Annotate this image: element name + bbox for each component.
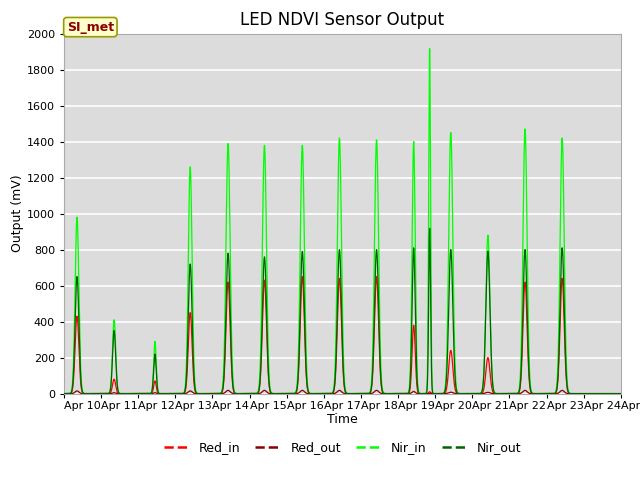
- Text: SI_met: SI_met: [67, 21, 114, 34]
- Legend: Red_in, Red_out, Nir_in, Nir_out: Red_in, Red_out, Nir_in, Nir_out: [159, 436, 526, 459]
- Title: LED NDVI Sensor Output: LED NDVI Sensor Output: [241, 11, 444, 29]
- X-axis label: Time: Time: [327, 413, 358, 426]
- Y-axis label: Output (mV): Output (mV): [11, 175, 24, 252]
